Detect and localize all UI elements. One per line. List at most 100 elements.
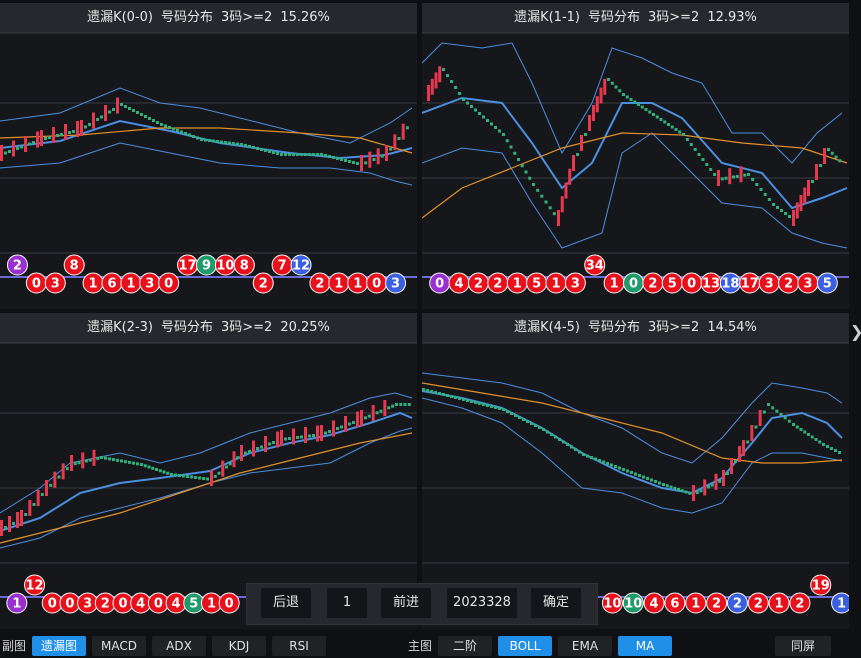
ball-number: 8	[70, 259, 79, 274]
candle-down	[244, 144, 247, 147]
candle-down	[304, 153, 307, 156]
candle-down	[143, 464, 147, 468]
candle-down	[212, 139, 215, 143]
candle-up	[730, 458, 733, 474]
candle-up	[221, 460, 225, 477]
candle-down	[32, 503, 36, 506]
candle-up	[434, 72, 438, 89]
back-button[interactable]: 后退	[261, 588, 311, 618]
candle-down	[780, 209, 783, 212]
page-field[interactable]: 1	[327, 588, 367, 618]
ball-number: 2	[795, 597, 804, 612]
sub-tab-adx[interactable]: ADX	[152, 636, 206, 656]
forward-button[interactable]: 前进	[381, 588, 431, 618]
ma-line	[422, 132, 848, 219]
candle-down	[363, 416, 367, 420]
sub-tab-kdj[interactable]: KDJ	[212, 636, 266, 656]
ball-number: 3	[765, 277, 774, 292]
candle-down	[784, 212, 787, 215]
panel-rule: 3码>=2	[648, 10, 700, 25]
main-tab-ma[interactable]: MA	[618, 636, 672, 656]
candle-up	[795, 202, 799, 219]
candle-up	[792, 210, 795, 226]
candle-up	[61, 463, 65, 480]
candle-down	[610, 81, 614, 85]
candle-down	[746, 440, 750, 444]
sub-tab-rsi[interactable]: RSI	[272, 636, 326, 656]
sub-tab-omission[interactable]: 遗漏图	[32, 636, 86, 656]
candle-down	[430, 390, 433, 393]
ball-number: 0	[32, 277, 41, 292]
candle-down	[49, 483, 53, 487]
candle-up	[739, 166, 743, 183]
candle-down	[602, 460, 605, 464]
candle-down	[182, 474, 185, 478]
candle-down	[695, 491, 699, 495]
sync-screen-button[interactable]: 同屏	[775, 636, 831, 656]
candle-down	[775, 409, 779, 413]
main-tab-second-order[interactable]: 二阶	[438, 636, 492, 656]
candle-up	[276, 431, 279, 448]
candle-down	[834, 449, 837, 452]
panel-title: 遗漏K(0-0)	[87, 10, 153, 25]
candle-up	[803, 187, 807, 204]
candle-down	[442, 68, 445, 71]
ball-number: 10	[624, 597, 642, 612]
date-field[interactable]: 2023328	[447, 588, 517, 618]
ball-number: 1	[551, 277, 560, 292]
candle-down	[610, 463, 613, 467]
candle-down	[462, 398, 465, 401]
candle-down	[586, 454, 589, 458]
confirm-button[interactable]: 确定	[531, 588, 581, 618]
ball-number: 3	[391, 277, 400, 292]
ball-number: 19	[812, 579, 830, 594]
candle-down	[296, 436, 299, 439]
candle-down	[634, 472, 637, 476]
navigation-bar: 后退 1 前进 2023328 确定	[246, 583, 598, 625]
omission-ball: 10	[622, 592, 644, 614]
candle-up	[12, 140, 15, 157]
omission-ball: 5	[816, 272, 838, 294]
candle-down	[344, 159, 347, 162]
ball-number: 2	[648, 277, 657, 292]
candle-down	[336, 157, 339, 160]
candle-down	[217, 471, 221, 475]
candle-down	[284, 437, 287, 441]
candle-down	[663, 120, 667, 124]
candle-down	[538, 426, 541, 429]
omission-ball: 0	[147, 592, 169, 614]
candle-down	[112, 108, 115, 111]
candle-down	[673, 486, 677, 490]
candle-down	[662, 483, 665, 486]
candle-up	[703, 479, 707, 496]
candle-down	[124, 105, 127, 108]
candle-down	[517, 158, 520, 161]
ball-number: 5	[823, 277, 832, 292]
candle-down	[795, 425, 799, 429]
chevron-right-icon[interactable]: ❯	[850, 322, 861, 341]
candle-up	[264, 436, 267, 452]
candle-down	[772, 203, 775, 206]
candle-down	[4, 151, 7, 155]
candle-up	[371, 405, 375, 421]
candle-down	[228, 141, 231, 145]
candle-up	[438, 66, 442, 83]
candle-down	[625, 95, 629, 99]
candle-down	[434, 391, 437, 394]
candle-down	[268, 442, 271, 446]
ball-number: 5	[532, 277, 541, 292]
candle-down	[674, 128, 678, 131]
candle-down	[236, 142, 239, 146]
candle-down	[348, 422, 351, 426]
sub-tab-macd[interactable]: MACD	[92, 636, 146, 656]
candle-up	[368, 151, 372, 168]
omission-ball: 2	[487, 272, 509, 294]
candle-down	[332, 156, 335, 159]
candle-down	[707, 485, 710, 489]
candle-down	[128, 107, 131, 110]
candle-down	[348, 160, 351, 163]
candle-down	[584, 133, 587, 136]
ball-number: 2	[493, 277, 502, 292]
main-tab-ema[interactable]: EMA	[558, 636, 612, 656]
main-tab-boll[interactable]: BOLL	[498, 636, 552, 656]
